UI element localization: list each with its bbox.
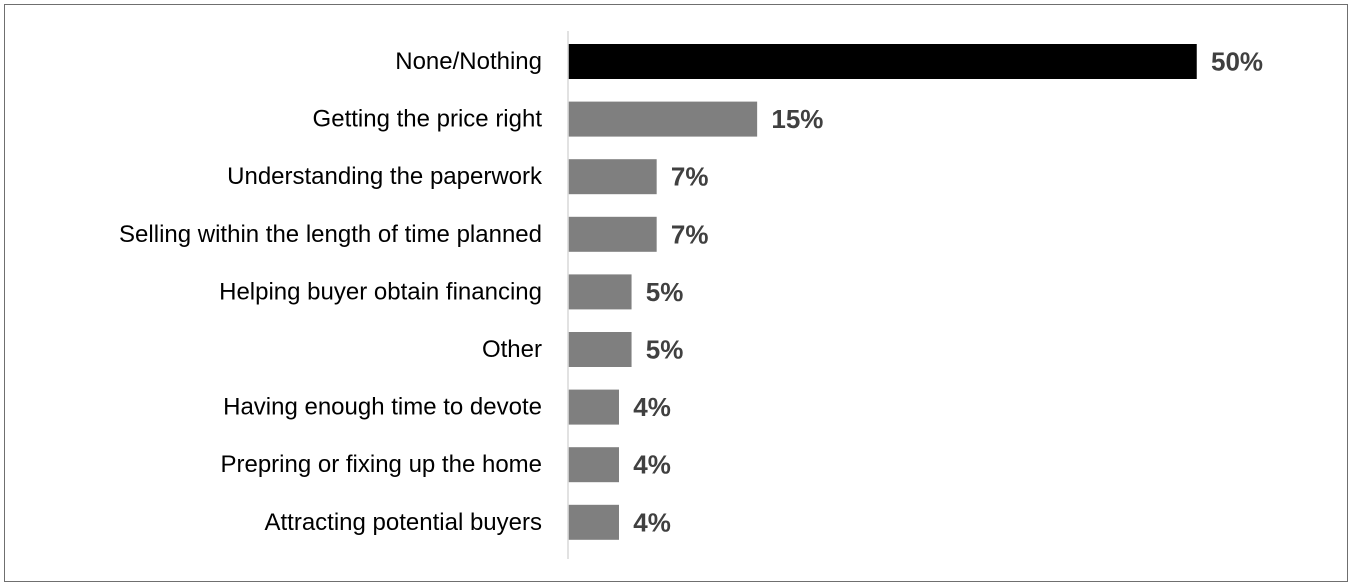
bar bbox=[568, 216, 657, 252]
category-labels: None/Nothing Getting the price right Under… bbox=[119, 48, 543, 536]
value-label: 4% bbox=[633, 507, 671, 537]
category-label: Getting the price right bbox=[313, 106, 543, 133]
value-label: 5% bbox=[646, 277, 684, 307]
category-label: Prepring or fixing up the home bbox=[220, 451, 542, 478]
bar bbox=[568, 159, 657, 195]
value-labels: 50% 15% 7% 7% 5% 5% 4% 4% 4% bbox=[633, 47, 1263, 538]
value-label: 5% bbox=[646, 335, 684, 365]
value-label: 7% bbox=[671, 162, 709, 192]
category-label: Attracting potential buyers bbox=[265, 509, 543, 536]
bar bbox=[568, 44, 1197, 79]
bar bbox=[568, 447, 619, 483]
category-label: Having enough time to devote bbox=[223, 394, 542, 421]
bar bbox=[568, 504, 619, 540]
category-label: Selling within the length of time planne… bbox=[119, 221, 542, 248]
bar bbox=[568, 389, 619, 425]
chart-frame: None/Nothing Getting the price right Under… bbox=[4, 4, 1348, 582]
category-label: Helping buyer obtain financing bbox=[219, 278, 542, 305]
bar bbox=[568, 274, 632, 310]
bar bbox=[568, 332, 632, 367]
bar bbox=[568, 101, 758, 137]
value-label: 7% bbox=[671, 219, 709, 249]
bar-chart: None/Nothing Getting the price right Under… bbox=[119, 31, 1263, 559]
value-label: 4% bbox=[633, 392, 671, 422]
category-label: Understanding the paperwork bbox=[227, 163, 543, 190]
category-label: Other bbox=[482, 336, 542, 363]
value-label: 4% bbox=[633, 450, 671, 480]
category-label: None/Nothing bbox=[395, 48, 542, 75]
value-label: 15% bbox=[771, 104, 823, 134]
value-label: 50% bbox=[1211, 47, 1263, 77]
bars bbox=[568, 44, 1197, 540]
